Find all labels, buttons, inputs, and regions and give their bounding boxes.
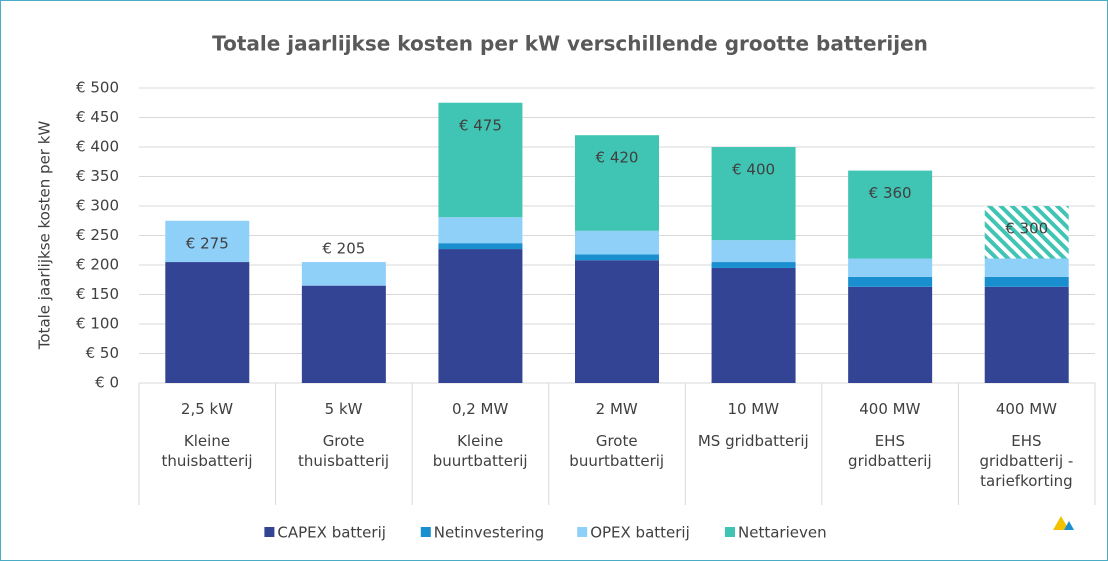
y-tick-label: € 500 [76,79,119,97]
chart-title: Totale jaarlijkse kosten per kW verschil… [212,32,928,56]
total-label: € 420 [596,149,639,167]
category-label: Grote buurtbatterij [569,432,665,470]
total-label: € 360 [869,184,912,202]
bar-segment [438,249,523,383]
y-tick-label: € 300 [76,197,119,215]
bar-segment [438,243,523,250]
total-label: € 475 [459,116,502,134]
bar-segment [984,276,1069,287]
size-label: 10 MW [727,400,780,418]
total-label: € 275 [186,234,229,252]
size-label: 400 MW [995,400,1057,418]
bar-segment [575,254,659,261]
bar-segment [848,170,933,259]
bar-segment [575,135,659,231]
legend-label: CAPEX batterij [277,524,386,542]
logo [1064,521,1074,530]
legend-swatch [420,527,431,537]
bar-segment [575,230,659,255]
y-tick-label: € 450 [76,108,119,126]
bar-segment [984,286,1069,383]
bar-segment [575,260,659,383]
bar-segment [165,262,250,383]
legend-swatch [577,527,588,537]
y-tick-label: € 50 [86,344,119,362]
bar-segment [848,258,933,277]
y-tick-label: € 250 [76,226,119,244]
bar-segment [301,285,386,383]
y-tick-label: € 100 [76,315,119,333]
size-label: 2,5 kW [180,400,234,418]
bar-segment [301,262,386,286]
y-tick-label: € 150 [76,285,119,303]
legend-label: Netinvestering [434,524,544,542]
bar-segment [438,217,523,244]
size-label: 0,2 MW [451,400,509,418]
legend-label: OPEX batterij [590,524,690,542]
bar-segment [711,147,796,241]
total-label: € 400 [732,161,775,179]
bar-segment [711,267,796,383]
y-axis-label: Totale jaarlijkse kosten per kW [36,121,54,351]
legend-swatch [264,527,275,537]
category-label: Grote thuisbatterij [298,432,390,470]
bar-segment [984,206,1069,259]
bar-segment [984,258,1069,277]
category-label: EHS gridbatterij - tariefkorting [979,432,1074,490]
bar-segment [165,220,250,263]
size-label: 5 kW [324,400,363,418]
category-label: MS gridbatterij [697,432,809,450]
legend-label: Nettarieven [738,524,827,542]
category-label: EHS gridbatterij [848,432,932,470]
bar-segment [711,262,796,268]
bar-segment [438,102,523,218]
y-tick-label: € 400 [76,138,119,156]
logo [1053,516,1069,530]
y-tick-label: € 0 [95,374,119,392]
y-tick-label: € 200 [76,256,119,274]
legend-swatch [725,527,735,537]
total-label: € 205 [322,240,365,258]
bar-segment [848,276,933,287]
bar-segment [711,240,796,263]
bar-segment [848,286,933,383]
category-label: Kleine thuisbatterij [161,432,253,470]
category-label: Kleine buurtbatterij [432,432,528,470]
total-label: € 300 [1005,220,1048,238]
size-label: 400 MW [859,400,921,418]
size-label: 2 MW [595,400,638,418]
y-tick-label: € 350 [76,167,119,185]
